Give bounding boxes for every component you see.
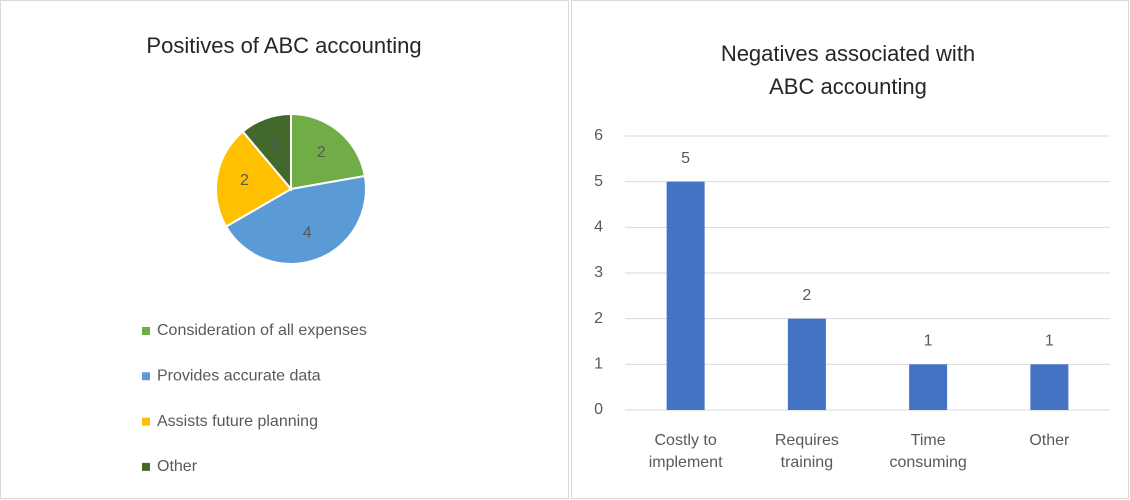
value-label: 1: [924, 333, 933, 350]
bar: [1030, 364, 1069, 410]
y-tick-label: 5: [594, 173, 603, 190]
y-tick-label: 3: [594, 264, 603, 281]
legend-swatch: [142, 417, 150, 426]
legend-label: Other: [157, 458, 198, 475]
pie-slice: [241, 112, 292, 192]
y-tick-label: 0: [594, 401, 603, 418]
slice-label: 2: [317, 144, 326, 161]
legend-label: Provides accurate data: [157, 368, 321, 385]
slice-label: 4: [303, 225, 312, 242]
slice-label: 2: [240, 172, 249, 189]
bar: [666, 181, 705, 410]
y-tick-label: 6: [594, 127, 603, 144]
value-label: 5: [681, 150, 690, 167]
value-label: 2: [802, 287, 811, 304]
pie-slice: [224, 174, 367, 265]
panel-border: [571, 0, 1129, 499]
chart-title: Negatives associated with ABC accounting: [721, 41, 975, 99]
bar: [787, 318, 826, 410]
legend-swatch: [142, 372, 150, 381]
legend-swatch: [142, 327, 150, 335]
slice-label: 1: [270, 136, 279, 153]
chart-title: Positives of ABC accounting: [146, 33, 421, 58]
y-tick-label: 2: [594, 310, 603, 327]
y-tick-label: 4: [594, 219, 603, 236]
bar: [909, 364, 948, 410]
x-tick-label: Time consuming: [889, 432, 966, 471]
pie-slice: [290, 112, 367, 191]
x-tick-label: Requires training: [775, 432, 839, 471]
x-tick-label: Costly to implement: [649, 432, 723, 471]
x-tick-label: Other: [1029, 432, 1070, 449]
value-label: 1: [1045, 333, 1054, 350]
panel-border: [0, 0, 569, 499]
y-tick-label: 1: [594, 356, 603, 373]
legend-label: Consideration of all expenses: [157, 322, 367, 339]
legend-label: Assists future planning: [157, 413, 318, 430]
pie-slice: [215, 130, 293, 228]
legend-swatch: [142, 462, 150, 471]
